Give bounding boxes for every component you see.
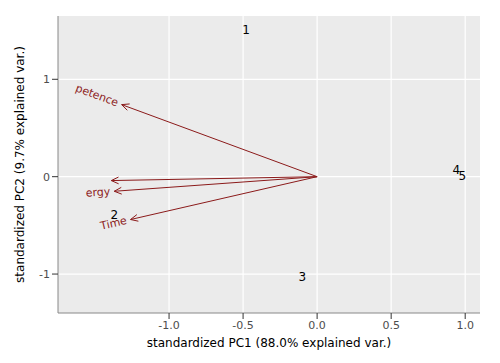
svg-text:3: 3 [298,270,306,284]
svg-text:1: 1 [43,73,50,86]
svg-text:2: 2 [110,208,118,222]
svg-text:4: 4 [452,162,461,177]
svg-text:1.0: 1.0 [456,319,474,332]
svg-text:-0.5: -0.5 [232,319,253,332]
svg-text:0.5: 0.5 [382,319,400,332]
svg-text:-1: -1 [39,268,50,281]
svg-text:0.0: 0.0 [308,319,326,332]
svg-text:standardized PC2 (9.7% explain: standardized PC2 (9.7% explained var.) [13,46,27,283]
svg-text:1: 1 [242,23,250,37]
svg-text:standardized PC1 (88.0% explai: standardized PC1 (88.0% explained var.) [147,336,391,350]
svg-text:petence: petence [74,82,121,110]
svg-text:Time: Time [99,214,129,233]
svg-text:ergy: ergy [85,185,111,200]
svg-text:-1.0: -1.0 [158,319,179,332]
svg-text:5: 5 [458,169,466,183]
svg-text:0: 0 [43,171,50,184]
